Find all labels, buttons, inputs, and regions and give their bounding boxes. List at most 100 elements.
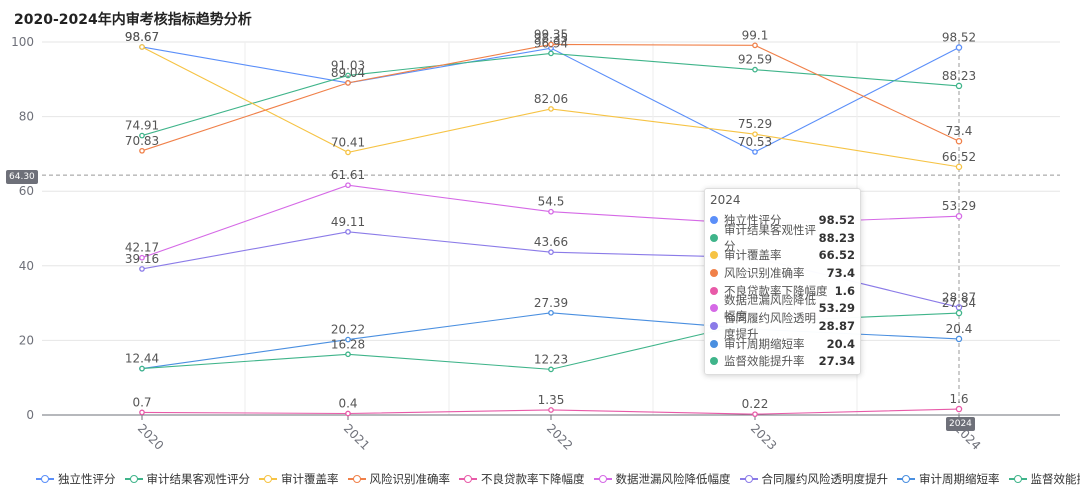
- tooltip-series-value: 27.34: [818, 354, 855, 369]
- data-point-2-1[interactable]: [345, 149, 351, 156]
- data-label-1-0: 74.91: [125, 119, 159, 133]
- tooltip-series-name: 不良贷款率下降幅度: [724, 283, 828, 298]
- data-point-0-3[interactable]: [752, 149, 758, 155]
- tooltip-rows: 独立性评分 98.52 审计结果客观性评分 88.23 审计覆盖率 66.52 风险识别准确…: [705, 211, 860, 370]
- y-tick-label: 20: [19, 333, 34, 347]
- legend-item-8[interactable]: 监督效能提升率: [1008, 471, 1080, 487]
- legend-item-1[interactable]: 审计结果客观性评分: [124, 471, 251, 487]
- data-label-1-1: 91.03: [331, 58, 365, 72]
- tooltip-series-name: 审计覆盖率: [724, 248, 782, 263]
- data-label-8-1: 16.28: [331, 337, 365, 351]
- legend-item-0[interactable]: 独立性评分: [36, 471, 116, 487]
- data-point-4-4[interactable]: [955, 405, 963, 413]
- data-point-1-4[interactable]: [955, 82, 963, 90]
- data-point-8-4[interactable]: [955, 309, 963, 317]
- data-label-3-3: 99.1: [742, 28, 769, 42]
- data-label-7-0: 12.44: [125, 352, 159, 366]
- legend: 独立性评分 审计结果客观性评分 审计覆盖率 风险识别准确率 不良贷款率下降幅度 数据泄漏风…: [36, 471, 1080, 487]
- tooltip-row: 数据泄漏风险降低幅度 53.29: [705, 293, 860, 323]
- tooltip-series-value: 28.87: [818, 318, 855, 333]
- data-point-5-0[interactable]: [139, 254, 145, 261]
- data-label-1-3: 92.59: [738, 53, 772, 67]
- legend-line-circle-icon: [124, 474, 143, 484]
- tooltip-series-name: 审计结果客观性评分: [724, 222, 816, 253]
- data-point-8-2[interactable]: [548, 366, 554, 373]
- data-point-1-2[interactable]: [548, 50, 554, 57]
- data-point-7-4[interactable]: [955, 335, 963, 343]
- tooltip-series-value: 88.23: [818, 230, 855, 245]
- data-point-3-3[interactable]: [752, 42, 758, 49]
- data-point-2-0[interactable]: [139, 44, 145, 50]
- legend-line-circle-icon: [593, 474, 612, 484]
- legend-item-5[interactable]: 数据泄漏风险降低幅度: [593, 471, 731, 487]
- data-point-8-0[interactable]: [139, 365, 145, 372]
- data-point-2-2[interactable]: [548, 106, 554, 112]
- data-label-2-3: 75.29: [738, 117, 772, 131]
- data-label-2-0: 98.67: [125, 30, 159, 44]
- data-label-4-3: 0.22: [742, 397, 769, 411]
- data-point-5-2[interactable]: [548, 208, 554, 215]
- legend-item-2[interactable]: 审计覆盖率: [259, 471, 339, 487]
- data-point-5-4[interactable]: [955, 212, 963, 220]
- data-label-4-0: 0.7: [132, 395, 151, 409]
- data-point-1-0[interactable]: [139, 132, 145, 139]
- x-axis-pointer-badge: 2024: [946, 417, 975, 431]
- data-point-3-0[interactable]: [139, 147, 145, 154]
- data-point-4-2[interactable]: [548, 407, 554, 413]
- data-point-4-0[interactable]: [139, 409, 145, 416]
- legend-line-circle-icon: [739, 474, 758, 484]
- tooltip-series-name: 审计周期缩短率: [724, 336, 805, 351]
- data-point-6-1[interactable]: [345, 228, 351, 235]
- data-labels: 98.67 89.04 98.35 70.53 98.52 74.91 91.03 96.94…: [125, 27, 976, 411]
- series-color-dot: [710, 339, 718, 348]
- legend-line-circle-icon: [1008, 474, 1027, 484]
- legend-item-6[interactable]: 合同履约风险透明度提升: [739, 471, 889, 487]
- data-point-2-3[interactable]: [752, 131, 758, 138]
- legend-label: 审计结果客观性评分: [146, 472, 251, 486]
- data-label-2-2: 82.06: [534, 92, 568, 106]
- data-label-0-0: 98.67: [125, 30, 159, 44]
- data-point-4-1[interactable]: [345, 410, 351, 417]
- legend-label: 数据泄漏风险降低幅度: [615, 472, 731, 486]
- tooltip-row: 审计结果客观性评分 88.23: [705, 223, 860, 253]
- data-label-4-2: 1.35: [538, 393, 565, 407]
- data-label-0-4: 98.52: [942, 31, 976, 45]
- data-point-7-1[interactable]: [345, 336, 351, 343]
- data-label-3-0: 70.83: [125, 134, 159, 148]
- data-point-1-1[interactable]: [345, 72, 351, 79]
- tooltip-row: 不良贷款率下降幅度 1.6: [705, 282, 860, 300]
- data-point-6-0[interactable]: [139, 266, 145, 272]
- data-point-4-3[interactable]: [752, 411, 758, 418]
- data-point-6-2[interactable]: [548, 249, 554, 255]
- legend-line-circle-icon: [259, 474, 277, 484]
- chart-title: 2020-2024年内审考核指标趋势分析: [14, 12, 252, 28]
- data-point-2-4[interactable]: [955, 163, 963, 171]
- data-point-1-3[interactable]: [752, 66, 758, 73]
- tooltip-series-name: 监督效能提升率: [724, 354, 805, 369]
- data-label-7-2: 27.39: [534, 296, 568, 310]
- data-point-3-1[interactable]: [345, 80, 351, 86]
- data-point-5-1[interactable]: [345, 182, 351, 189]
- data-point-0-4[interactable]: [955, 44, 963, 51]
- legend-item-4[interactable]: 不良贷款率下降幅度: [459, 471, 585, 487]
- legend-item-7[interactable]: 审计周期缩短率: [897, 471, 1000, 487]
- y-tick-label: 100: [11, 35, 34, 49]
- tooltip-series-value: 53.29: [818, 301, 855, 316]
- x-tick-label: 2023: [748, 421, 779, 452]
- data-label-0-2: 98.35: [534, 31, 568, 45]
- data-label-0-1: 89.04: [331, 66, 365, 80]
- legend-line-circle-icon: [347, 474, 366, 484]
- data-label-4-1: 0.4: [338, 397, 357, 411]
- y-tick-label: 80: [19, 110, 34, 124]
- data-label-4-4: 1.6: [949, 392, 968, 406]
- x-tick-label: 2020: [135, 421, 166, 452]
- data-label-5-2: 54.5: [538, 195, 565, 209]
- legend-label: 合同履约风险透明度提升: [761, 472, 889, 486]
- tooltip-series-name: 合同履约风险透明度提升: [724, 310, 816, 341]
- data-point-7-2[interactable]: [548, 309, 554, 316]
- data-point-3-4[interactable]: [955, 137, 963, 145]
- data-point-3-2[interactable]: [548, 41, 554, 48]
- data-point-8-1[interactable]: [345, 351, 351, 358]
- data-label-0-3: 70.53: [738, 135, 772, 149]
- legend-item-3[interactable]: 风险识别准确率: [347, 471, 450, 487]
